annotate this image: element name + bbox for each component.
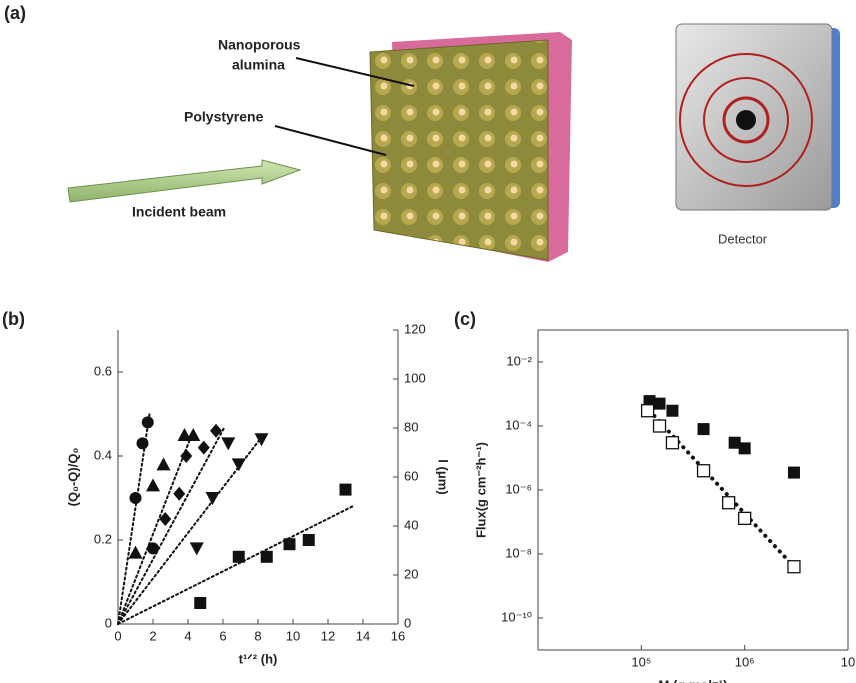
data-point bbox=[738, 442, 751, 455]
data-point bbox=[141, 416, 154, 429]
pointer bbox=[295, 57, 415, 87]
data-point bbox=[738, 511, 752, 526]
x-tick-label: 10⁶ bbox=[735, 654, 755, 669]
data-point bbox=[129, 492, 142, 504]
data-point bbox=[254, 433, 269, 447]
y2-tick-label: 120 bbox=[404, 321, 426, 336]
y-tick-label: 10⁻¹⁰ bbox=[501, 609, 532, 624]
incident-beam-arrow bbox=[67, 159, 302, 203]
pointer bbox=[274, 125, 387, 156]
y2-tick-label: 0 bbox=[404, 615, 411, 630]
panel-label: (c) bbox=[454, 309, 476, 329]
y-tick-label: 0.2 bbox=[94, 531, 112, 546]
x-tick-label: 0 bbox=[114, 628, 121, 643]
data-point bbox=[205, 492, 220, 505]
data-point bbox=[666, 404, 679, 417]
data-point bbox=[787, 560, 801, 574]
x-tick-label: 12 bbox=[321, 628, 335, 643]
data-point bbox=[189, 542, 204, 556]
data-point bbox=[652, 419, 667, 433]
y-tick-label: 0.4 bbox=[94, 447, 112, 462]
y-axis-label: Flux(g cm⁻²h⁻¹) bbox=[473, 442, 488, 538]
panel-a: (a) Nanoporous alumina Polystyrene Incid… bbox=[4, 3, 840, 262]
x-tick-label: 6 bbox=[219, 628, 226, 643]
annotation: Detector bbox=[718, 231, 768, 246]
data-point bbox=[146, 478, 160, 492]
x-tick-label: 10 bbox=[841, 654, 855, 669]
y-tick-label: 10⁻⁶ bbox=[505, 481, 532, 496]
data-point bbox=[640, 404, 655, 418]
data-point bbox=[231, 458, 246, 472]
y2-tick-label: 40 bbox=[404, 517, 418, 532]
panel-label: (a) bbox=[4, 3, 26, 23]
data-point bbox=[180, 449, 193, 463]
y2-tick-label: 100 bbox=[404, 370, 426, 385]
x-tick-label: 10⁵ bbox=[631, 654, 651, 669]
polystyrene-block bbox=[369, 39, 549, 261]
annotation: Incident beam bbox=[132, 204, 226, 220]
x-axis-label: t¹ᐟ² (h) bbox=[239, 651, 278, 666]
x-tick-label: 2 bbox=[149, 628, 156, 643]
fit-line bbox=[117, 434, 265, 625]
data-point bbox=[194, 597, 207, 609]
data-point bbox=[728, 436, 741, 449]
data-point bbox=[136, 437, 149, 450]
data-point bbox=[221, 437, 236, 451]
data-point bbox=[339, 483, 352, 496]
data-point bbox=[197, 440, 210, 455]
x-tick-label: 16 bbox=[391, 628, 405, 643]
ring bbox=[722, 96, 770, 144]
panel-label: (b) bbox=[2, 309, 25, 329]
ring bbox=[703, 77, 789, 163]
fit-line bbox=[647, 408, 796, 569]
data-point bbox=[128, 545, 143, 559]
data-point bbox=[210, 423, 222, 438]
annotation: Polystyrene bbox=[184, 109, 264, 125]
fit-line bbox=[117, 505, 354, 625]
data-point bbox=[722, 496, 736, 510]
annotation: alumina bbox=[232, 57, 285, 73]
data-point bbox=[697, 423, 710, 436]
data-point bbox=[665, 436, 680, 450]
data-point bbox=[302, 534, 315, 546]
annotation: Nanoporous bbox=[218, 37, 301, 53]
x-tick-label: 8 bbox=[254, 628, 261, 643]
data-point bbox=[173, 486, 186, 501]
data-point bbox=[653, 397, 666, 410]
x-tick-label: 10 bbox=[286, 628, 300, 643]
y-tick-label: 10⁻⁴ bbox=[505, 417, 532, 432]
y-tick-label: 0 bbox=[105, 615, 112, 630]
data-point bbox=[787, 466, 800, 479]
y2-tick-label: 80 bbox=[404, 419, 418, 434]
data-point bbox=[147, 542, 159, 555]
data-point bbox=[260, 550, 273, 563]
y-tick-label: 10⁻² bbox=[506, 353, 532, 368]
y2-axis-label: l (μm) bbox=[436, 459, 451, 494]
y-axis-label: (Q₀-Q)/Q₀ bbox=[65, 448, 80, 507]
data-point bbox=[696, 464, 711, 478]
data-point bbox=[283, 538, 296, 551]
data-point bbox=[156, 457, 171, 471]
data-point bbox=[232, 550, 245, 563]
fit-line bbox=[117, 429, 195, 625]
data-point bbox=[186, 428, 201, 441]
fit-line bbox=[117, 425, 226, 625]
x-axis-label: M (g mol⁻¹) bbox=[659, 677, 728, 683]
y2-tick-label: 60 bbox=[404, 468, 418, 483]
y-tick-label: 10⁻⁸ bbox=[505, 545, 532, 560]
y2-tick-label: 20 bbox=[404, 566, 418, 581]
data-point bbox=[159, 512, 172, 526]
ring bbox=[679, 53, 813, 187]
x-tick-label: 14 bbox=[356, 628, 370, 643]
beam-spot bbox=[736, 110, 756, 130]
x-tick-label: 4 bbox=[184, 628, 191, 643]
y-tick-label: 0.6 bbox=[94, 363, 112, 378]
